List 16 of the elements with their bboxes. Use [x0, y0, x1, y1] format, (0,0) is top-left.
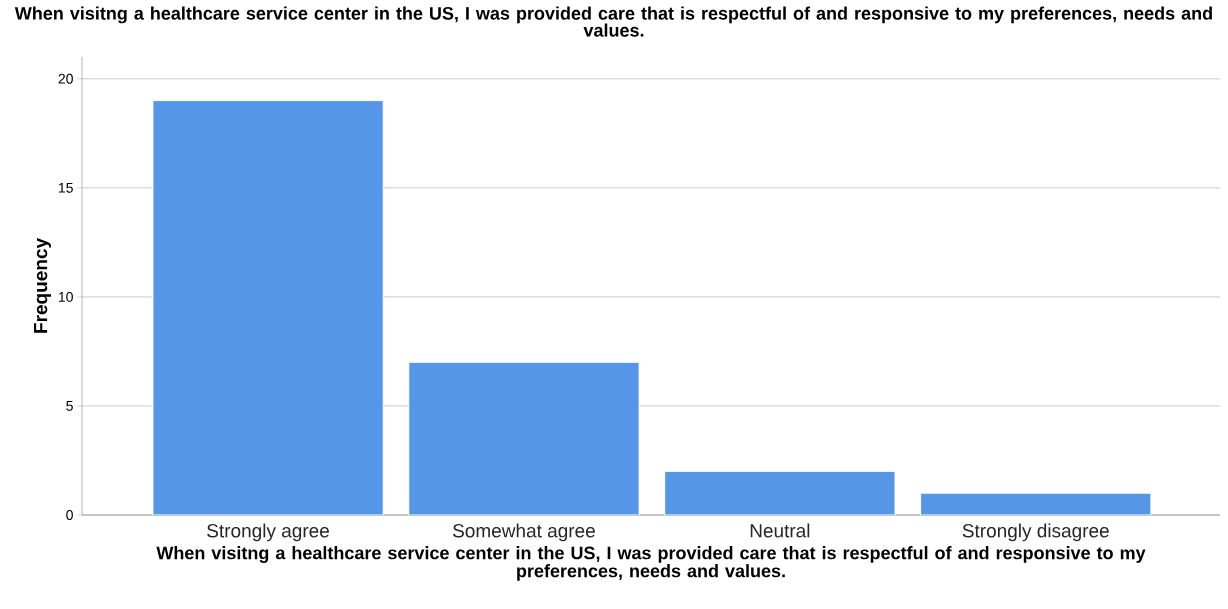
y-tick-label: 20: [58, 73, 73, 84]
y-tick-label: 10: [58, 291, 73, 302]
x-tick-label: Strongly agree: [207, 523, 329, 542]
bar: [408, 361, 640, 515]
x-tick-label: Neutral: [750, 523, 810, 538]
bar: [152, 100, 384, 515]
y-axis-title: Frequency: [34, 238, 52, 333]
chart-title: When visitng a healthcare service center in the US, I was provided care that is respectful of and responsive to my preferences, needs and values.: [14, 6, 1212, 37]
y-tick-label: 15: [58, 182, 73, 193]
y-tick-label: 0: [66, 510, 73, 520]
y-tick-label: 5: [66, 401, 73, 411]
x-tick-label: Somewhat agree: [453, 523, 595, 542]
bar: [664, 470, 896, 515]
bar: [920, 492, 1152, 515]
x-tick-label: Strongly disagree: [962, 523, 1109, 542]
x-axis-title: When visitng a healthcare service center in the US, I was provided care that is respectful of and responsive to my preferences, needs and values.: [156, 546, 1146, 581]
